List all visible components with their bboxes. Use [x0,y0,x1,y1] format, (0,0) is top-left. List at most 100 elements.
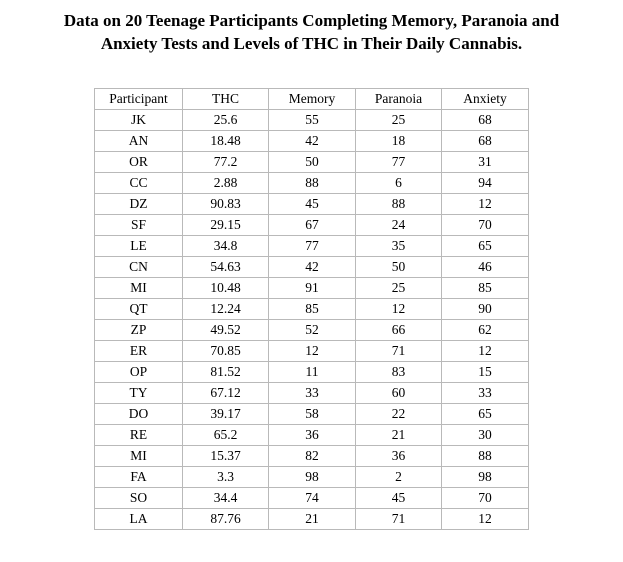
table-cell-participant: TY [94,382,183,404]
table-row: OP 81.52 11 83 15 [94,361,529,383]
table-cell-anxiety: 15 [441,361,529,383]
table-cell-anxiety: 46 [441,256,529,278]
table-cell-participant: CC [94,172,183,194]
table-row: CN 54.63 42 50 46 [94,256,529,278]
table-cell-memory: 42 [268,130,356,152]
table-cell-participant: ZP [94,319,183,341]
table-row: LA 87.76 21 71 12 [94,508,529,530]
table-cell-anxiety: 94 [441,172,529,194]
table-cell-paranoia: 22 [355,403,442,425]
table-row: ER 70.85 12 71 12 [94,340,529,362]
table-cell-memory: 11 [268,361,356,383]
table-cell-memory: 36 [268,424,356,446]
table-cell-participant: MI [94,445,183,467]
table-cell-thc: 81.52 [182,361,269,383]
table-cell-memory: 42 [268,256,356,278]
table-cell-memory: 45 [268,193,356,215]
table-row: JK 25.6 55 25 68 [94,109,529,131]
table-row: QT 12.24 85 12 90 [94,298,529,320]
table-cell-participant: QT [94,298,183,320]
table-cell-anxiety: 68 [441,130,529,152]
column-header-participant: Participant [94,88,183,110]
table-cell-participant: LE [94,235,183,257]
table-row: CC 2.88 88 6 94 [94,172,529,194]
table-cell-anxiety: 31 [441,151,529,173]
table-cell-thc: 54.63 [182,256,269,278]
table-cell-anxiety: 65 [441,403,529,425]
table-cell-anxiety: 68 [441,109,529,131]
table-cell-paranoia: 71 [355,340,442,362]
table-cell-paranoia: 25 [355,277,442,299]
table-cell-paranoia: 83 [355,361,442,383]
table-cell-anxiety: 62 [441,319,529,341]
table-cell-participant: LA [94,508,183,530]
table-cell-memory: 98 [268,466,356,488]
table-cell-participant: DZ [94,193,183,215]
table-cell-anxiety: 12 [441,508,529,530]
table-row: LE 34.8 77 35 65 [94,235,529,257]
table-cell-thc: 34.8 [182,235,269,257]
table-cell-participant: MI [94,277,183,299]
table-cell-anxiety: 88 [441,445,529,467]
table-cell-participant: ER [94,340,183,362]
table-cell-memory: 77 [268,235,356,257]
table-cell-paranoia: 24 [355,214,442,236]
table-cell-paranoia: 50 [355,256,442,278]
data-table: Participant THC Memory Paranoia Anxiety … [94,88,529,530]
table-cell-thc: 70.85 [182,340,269,362]
table-cell-anxiety: 12 [441,193,529,215]
table-cell-anxiety: 70 [441,214,529,236]
table-cell-anxiety: 33 [441,382,529,404]
table-cell-paranoia: 21 [355,424,442,446]
table-row: MI 10.48 91 25 85 [94,277,529,299]
table-header-row: Participant THC Memory Paranoia Anxiety [94,88,529,110]
table-row: OR 77.2 50 77 31 [94,151,529,173]
table-cell-anxiety: 98 [441,466,529,488]
table-cell-paranoia: 71 [355,508,442,530]
table-cell-participant: SO [94,487,183,509]
table-cell-thc: 29.15 [182,214,269,236]
column-header-thc: THC [182,88,269,110]
table-cell-paranoia: 2 [355,466,442,488]
table-cell-participant: DO [94,403,183,425]
table-cell-thc: 25.6 [182,109,269,131]
table-cell-thc: 65.2 [182,424,269,446]
table-cell-anxiety: 65 [441,235,529,257]
table-cell-participant: SF [94,214,183,236]
table-cell-thc: 67.12 [182,382,269,404]
column-header-memory: Memory [268,88,356,110]
table-cell-participant: OR [94,151,183,173]
table-row: DZ 90.83 45 88 12 [94,193,529,215]
table-cell-paranoia: 25 [355,109,442,131]
table-cell-memory: 88 [268,172,356,194]
column-header-paranoia: Paranoia [355,88,442,110]
table-cell-paranoia: 36 [355,445,442,467]
table-cell-memory: 33 [268,382,356,404]
table-cell-thc: 87.76 [182,508,269,530]
table-cell-thc: 15.37 [182,445,269,467]
table-row: RE 65.2 36 21 30 [94,424,529,446]
table-cell-memory: 12 [268,340,356,362]
table-cell-thc: 39.17 [182,403,269,425]
table-row: SO 34.4 74 45 70 [94,487,529,509]
table-cell-memory: 74 [268,487,356,509]
table-cell-thc: 77.2 [182,151,269,173]
table-row: FA 3.3 98 2 98 [94,466,529,488]
table-cell-paranoia: 18 [355,130,442,152]
table-cell-memory: 67 [268,214,356,236]
page-title-line-2: Anxiety Tests and Levels of THC in Their… [100,34,523,53]
table-cell-thc: 12.24 [182,298,269,320]
table-row: MI 15.37 82 36 88 [94,445,529,467]
table-cell-memory: 52 [268,319,356,341]
table-cell-paranoia: 12 [355,298,442,320]
table-cell-anxiety: 70 [441,487,529,509]
table-cell-memory: 85 [268,298,356,320]
table-cell-memory: 58 [268,403,356,425]
table-cell-thc: 18.48 [182,130,269,152]
table-cell-anxiety: 30 [441,424,529,446]
table-cell-participant: RE [94,424,183,446]
table-cell-paranoia: 77 [355,151,442,173]
table-cell-paranoia: 66 [355,319,442,341]
table-row: TY 67.12 33 60 33 [94,382,529,404]
table-cell-paranoia: 88 [355,193,442,215]
